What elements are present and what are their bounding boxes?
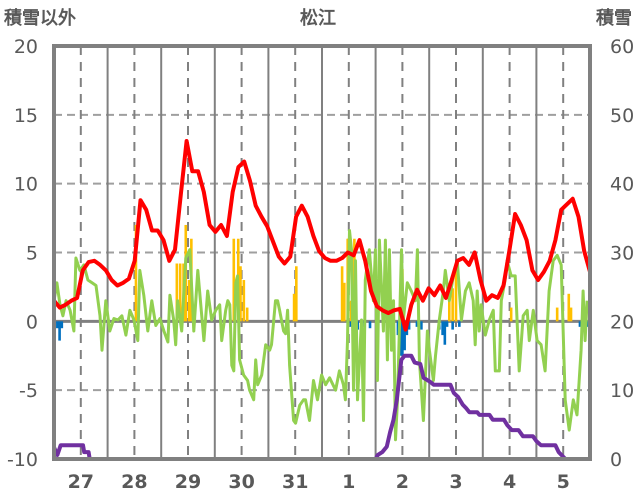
orange-bar (187, 280, 191, 322)
orange-bar (567, 293, 571, 322)
blue-bar (349, 321, 353, 327)
left-tick-label: 5 (26, 243, 38, 265)
orange-bar (292, 293, 296, 322)
orange-bar (242, 280, 246, 322)
orange-bar (451, 288, 454, 322)
left-tick-label: 0 (26, 311, 38, 333)
x-tick-label: 3 (449, 471, 462, 493)
orange-bar (448, 288, 451, 322)
blue-bar (578, 321, 582, 327)
left-axis-title: 積雪以外 (3, 7, 76, 29)
orange-bar (569, 307, 573, 322)
blue-bar (441, 321, 444, 336)
chart-title: 松江 (300, 7, 336, 29)
blue-bar (445, 321, 449, 327)
x-tick-label: 2 (396, 471, 409, 493)
left-tick-label: 20 (14, 36, 38, 58)
orange-bar (295, 266, 298, 322)
left-tick-label: 15 (14, 105, 38, 127)
right-tick-label: 20 (610, 311, 634, 333)
green-line (52, 229, 589, 442)
x-tick-label: 5 (557, 471, 570, 493)
blue-bar (458, 321, 461, 327)
left-tick-label: -10 (7, 449, 38, 471)
orange-bar (245, 307, 249, 322)
right-tick-label: 30 (610, 243, 634, 265)
right-tick-label: 40 (610, 174, 634, 196)
red-line (52, 139, 592, 332)
right-tick-label: 10 (610, 380, 634, 402)
blue-bar (401, 321, 404, 356)
orange-bar (232, 238, 236, 322)
right-tick-label: 50 (610, 105, 634, 127)
x-tick-label: 30 (228, 471, 254, 493)
gridlines (54, 46, 590, 459)
left-tick-label: -5 (19, 380, 38, 402)
blue-bar (58, 321, 61, 341)
x-tick-label: 29 (175, 471, 201, 493)
blue-bar (415, 321, 419, 327)
right-tick-label: 60 (610, 36, 634, 58)
x-tick-label: 27 (68, 471, 94, 493)
orange-bar (239, 266, 242, 322)
right-tick-label: 0 (610, 449, 622, 471)
orange-bar (178, 263, 182, 322)
blue-bar (586, 321, 590, 327)
blue-bar (403, 321, 406, 351)
plot-frame (52, 44, 592, 461)
right-axis-title: 積雪 (595, 7, 632, 29)
orange-bar (454, 270, 458, 322)
blue-bar (407, 321, 411, 330)
orange-bar (134, 224, 138, 322)
blue-bar (443, 321, 447, 345)
blue-bar (368, 321, 372, 329)
orange-bar (175, 263, 179, 322)
orange-bar (509, 307, 513, 322)
blue-bar (60, 321, 64, 329)
blue-bar (451, 321, 454, 330)
x-tick-label: 31 (282, 471, 308, 493)
x-tick-label: 1 (342, 471, 355, 493)
x-tick-label: 4 (503, 471, 516, 493)
left-tick-label: 10 (14, 174, 38, 196)
orange-bar (340, 266, 344, 322)
blue-bar (56, 321, 59, 329)
x-tick-label: 28 (121, 471, 147, 493)
blue-bar (420, 321, 423, 330)
orange-bar (555, 307, 559, 322)
orange-bar (343, 282, 346, 322)
